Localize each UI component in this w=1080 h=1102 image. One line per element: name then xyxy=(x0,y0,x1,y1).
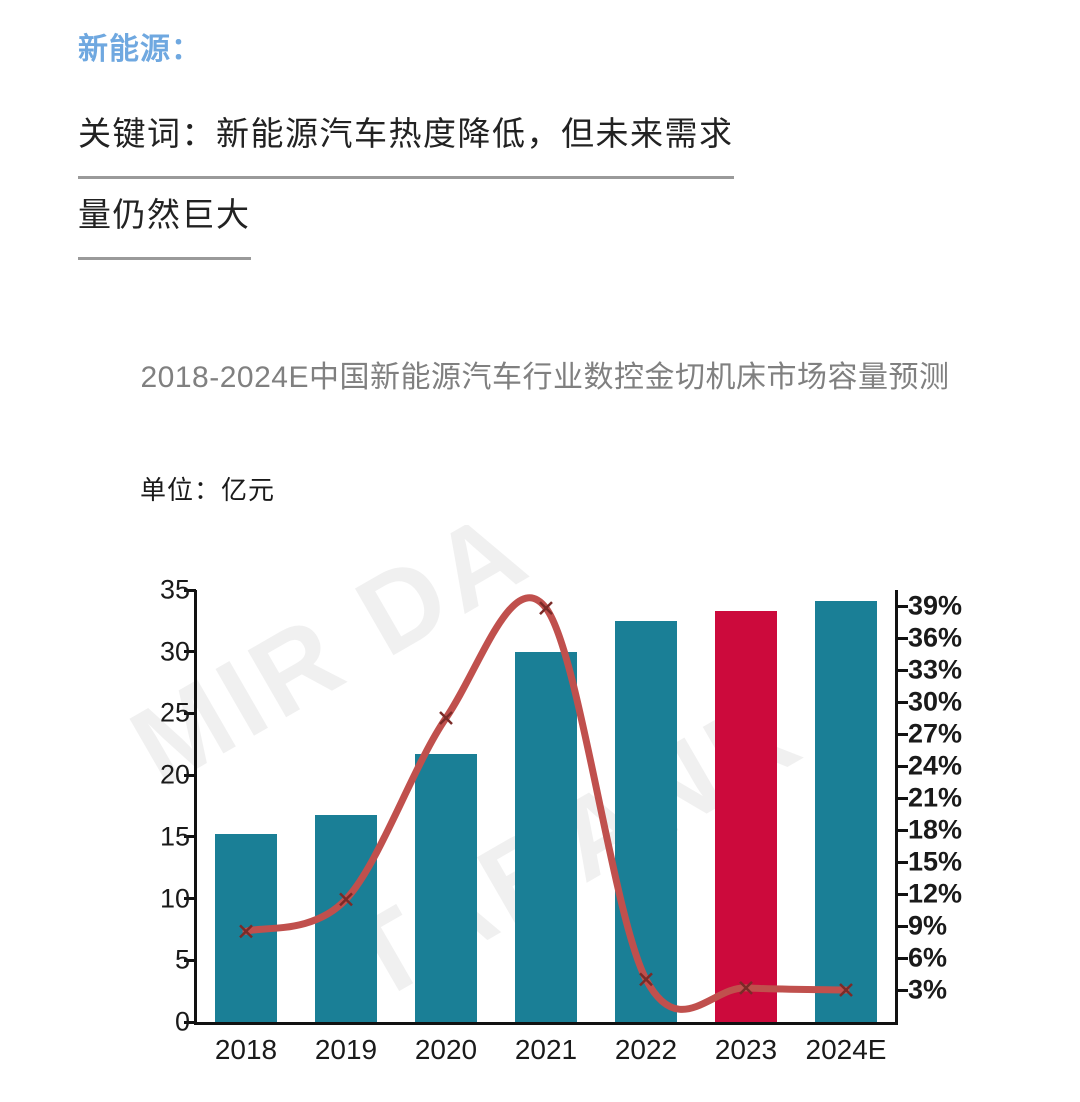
y-tick-label-right: 36% xyxy=(908,622,963,653)
y-tick-right xyxy=(896,860,908,864)
y-tick-label-right: 9% xyxy=(908,910,948,941)
x-tick-label-2020: 2020 xyxy=(414,1034,478,1065)
x-axis xyxy=(194,1022,898,1025)
bar-2023 xyxy=(715,610,777,1022)
y-tick-label-left: 20 xyxy=(159,759,190,790)
y-tick-left xyxy=(184,835,196,839)
bar-2022 xyxy=(615,620,677,1022)
article-header: 新能源： 关键词：新能源汽车热度降低，但未来需求 量仍然巨大 xyxy=(78,28,1018,260)
line-marker-2018 xyxy=(239,924,253,939)
y-tick-label-right: 6% xyxy=(908,942,948,973)
y-tick-label-right: 12% xyxy=(908,878,963,909)
line-marker-2024E xyxy=(839,983,853,997)
keyword-line-2: 量仍然巨大 xyxy=(78,179,251,260)
y-tick-right xyxy=(896,604,908,608)
y-tick-right xyxy=(896,892,908,896)
x-tick-label-2024E: 2024E xyxy=(805,1034,887,1065)
bar-2020 xyxy=(415,754,477,1022)
y-tick-label-left: 0 xyxy=(174,1006,190,1037)
y-tick-right xyxy=(896,956,908,960)
y-tick-label-right: 3% xyxy=(908,974,948,1005)
line-marker-2019 xyxy=(339,892,353,907)
keyword-line-1: 关键词：新能源汽车热度降低，但未来需求 xyxy=(78,98,734,179)
keyword-block: 关键词：新能源汽车热度降低，但未来需求 量仍然巨大 xyxy=(78,98,1018,260)
x-tick-label-2023: 2023 xyxy=(714,1034,778,1065)
y-tick-right xyxy=(896,796,908,800)
section-label: 新能源： xyxy=(78,33,202,66)
line-marker-2020 xyxy=(439,711,453,725)
y-tick-label-left: 10 xyxy=(159,883,190,914)
x-tick-label-2021: 2021 xyxy=(514,1034,578,1065)
y-tick-label-right: 21% xyxy=(908,782,963,813)
y-tick-label-left: 30 xyxy=(159,636,190,667)
y-tick-left xyxy=(184,711,196,715)
plot-area: 0 5 10 15 20 25 30 35 3% 6% 9% 12% 15% 18% 21% 24% 27% 3… xyxy=(160,575,962,1066)
y-tick-left xyxy=(184,958,196,962)
y-axis-right xyxy=(895,590,898,1022)
growth-rate-line xyxy=(239,594,853,1013)
y-tick-left xyxy=(184,897,196,901)
y-tick-right xyxy=(896,764,908,768)
bar-2024E xyxy=(815,601,877,1022)
y-tick-label-right: 18% xyxy=(908,814,963,845)
y-tick-right xyxy=(896,636,908,640)
y-tick-label-right: 27% xyxy=(908,718,963,749)
y-tick-label-right: 39% xyxy=(908,590,963,621)
y-tick-right xyxy=(896,924,908,928)
y-tick-label-right: 33% xyxy=(908,654,963,685)
x-tick-label-2018: 2018 xyxy=(214,1034,278,1065)
x-tick-label-2019: 2019 xyxy=(314,1034,378,1065)
y-tick-label-left: 35 xyxy=(159,574,190,605)
y-tick-left xyxy=(184,773,196,777)
y-tick-left xyxy=(184,588,196,592)
y-tick-label-right: 15% xyxy=(908,846,963,877)
y-tick-label-left: 25 xyxy=(159,697,190,728)
y-tick-left xyxy=(184,650,196,654)
line-marker-2022 xyxy=(639,972,653,987)
y-tick-label-left: 15 xyxy=(159,821,190,852)
y-tick-left xyxy=(184,1020,196,1024)
y-tick-right xyxy=(896,700,908,704)
line-path xyxy=(242,594,850,1013)
y-tick-right xyxy=(896,668,908,672)
y-tick-label-right: 30% xyxy=(908,686,963,717)
bar-2021 xyxy=(515,651,577,1022)
line-marker-2021 xyxy=(539,601,553,616)
y-tick-right xyxy=(896,988,908,992)
x-tick-label-2022: 2022 xyxy=(614,1034,678,1065)
chart-unit-label: 单位：亿元 xyxy=(140,475,276,505)
y-axis-left xyxy=(194,590,197,1022)
y-tick-label-right: 24% xyxy=(908,750,963,781)
y-tick-label-left: 5 xyxy=(174,944,190,975)
chart-title: 2018-2024E中国新能源汽车行业数控金切机床市场容量预测 xyxy=(140,361,950,394)
y-tick-right xyxy=(896,732,908,736)
y-tick-right xyxy=(896,828,908,832)
line-marker-2023 xyxy=(739,980,753,995)
